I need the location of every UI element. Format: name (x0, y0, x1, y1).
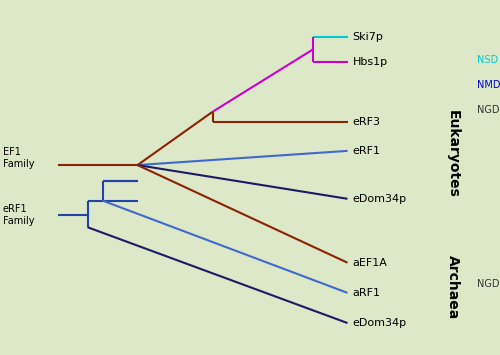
Text: NMD: NMD (478, 80, 500, 90)
Text: Archaea: Archaea (446, 256, 460, 320)
Text: EF1
Family: EF1 Family (2, 147, 34, 169)
Text: Ski7p: Ski7p (352, 32, 384, 42)
Text: aRF1: aRF1 (352, 288, 380, 298)
Text: Eukaryotes: Eukaryotes (446, 110, 460, 198)
Text: Hbs1p: Hbs1p (352, 57, 388, 67)
Text: eRF1: eRF1 (352, 146, 380, 156)
Text: eRF3: eRF3 (352, 118, 380, 127)
Text: aEF1A: aEF1A (352, 258, 388, 268)
Text: NGD: NGD (478, 105, 500, 115)
Text: eDom34p: eDom34p (352, 318, 406, 328)
Text: NGD: NGD (478, 279, 500, 289)
Text: NSD: NSD (478, 55, 498, 65)
Text: eDom34p: eDom34p (352, 194, 406, 204)
Text: eRF1
Family: eRF1 Family (2, 204, 34, 225)
